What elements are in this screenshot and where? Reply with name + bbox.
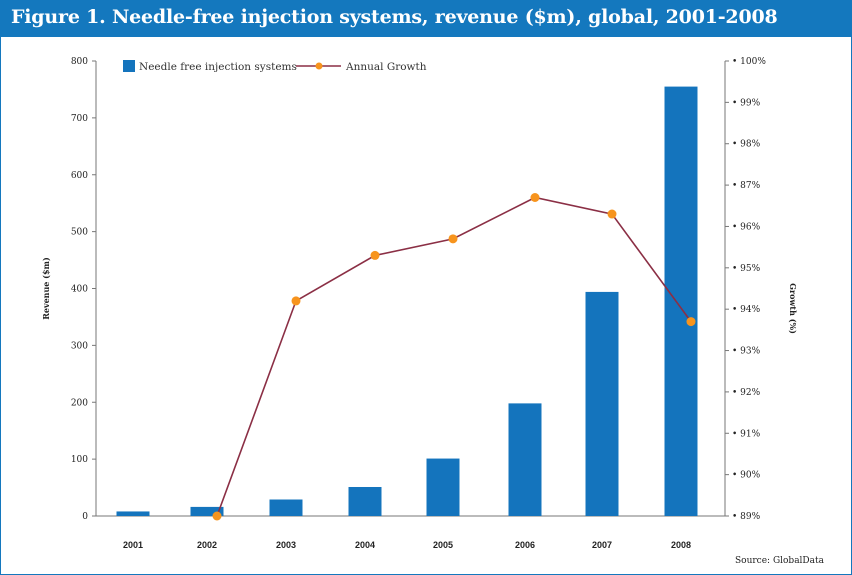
bar-2006 xyxy=(508,403,542,516)
bar-2002 xyxy=(190,506,224,516)
y2-tick-label: • 90% xyxy=(732,471,761,481)
y2-tick-label: • 91% xyxy=(732,429,761,439)
x-tick-label: 2004 xyxy=(355,540,375,550)
y2-tick-label: • 95% xyxy=(732,264,761,274)
legend-bar-swatch xyxy=(123,60,135,72)
legend-bar-label: Needle free injection systems xyxy=(139,61,297,73)
y2-tick-label: • 92% xyxy=(732,388,761,398)
growth-point-2003 xyxy=(291,296,301,306)
source-label: Source: GlobalData xyxy=(735,556,825,566)
growth-point-2007 xyxy=(607,209,617,219)
title-bar: Figure 1. Needle-free injection systems,… xyxy=(1,1,851,37)
bar-2004 xyxy=(348,486,382,516)
y2-tick-label: • 87% xyxy=(732,181,761,191)
x-tick-label: 2002 xyxy=(197,540,217,550)
y-tick-label: 100 xyxy=(71,455,88,465)
x-tick-label: 2007 xyxy=(592,540,612,550)
y-tick-label: 200 xyxy=(71,398,88,408)
bar-2005 xyxy=(426,458,460,516)
growth-point-2002 xyxy=(212,511,222,521)
y2-tick-label: • 94% xyxy=(732,305,761,315)
x-tick-label: 2001 xyxy=(123,540,143,550)
y-tick-label: 300 xyxy=(71,341,88,351)
y2-tick-label: • 93% xyxy=(732,347,761,357)
y2-tick-label: • 98% xyxy=(732,140,761,150)
y-tick-label: 700 xyxy=(71,114,88,124)
x-tick-label: 2006 xyxy=(515,540,535,550)
growth-point-2006 xyxy=(530,193,540,202)
y-tick-label: 500 xyxy=(71,228,88,238)
growth-point-2008 xyxy=(686,317,696,327)
x-tick-label: 2008 xyxy=(671,540,691,550)
x-tick-label: 2003 xyxy=(276,540,296,550)
legend-line-label: Annual Growth xyxy=(345,61,427,73)
legend-line-marker xyxy=(315,62,323,70)
y-tick-label: 800 xyxy=(71,57,88,67)
y-tick-label: 0 xyxy=(82,512,88,522)
growth-point-2005 xyxy=(448,234,458,244)
bar-2008 xyxy=(664,86,698,516)
y-tick-label: 600 xyxy=(71,171,88,181)
y2-tick-label: • 89% xyxy=(732,512,761,522)
bar-2003 xyxy=(269,499,303,516)
y2-tick-label: • 99% xyxy=(732,98,761,108)
y2-axis-title: Growth (%) xyxy=(788,283,798,334)
y-tick-label: 400 xyxy=(71,285,88,295)
y-axis-title: Revenue ($m) xyxy=(41,257,51,320)
bar-2007 xyxy=(585,291,619,516)
y2-tick-label: • 96% xyxy=(732,222,761,232)
bar-2001 xyxy=(116,511,150,516)
x-tick-label: 2005 xyxy=(433,540,453,550)
growth-point-2004 xyxy=(370,250,380,260)
figure-title: Figure 1. Needle-free injection systems,… xyxy=(11,6,778,28)
y2-tick-label: • 100% xyxy=(732,57,766,67)
